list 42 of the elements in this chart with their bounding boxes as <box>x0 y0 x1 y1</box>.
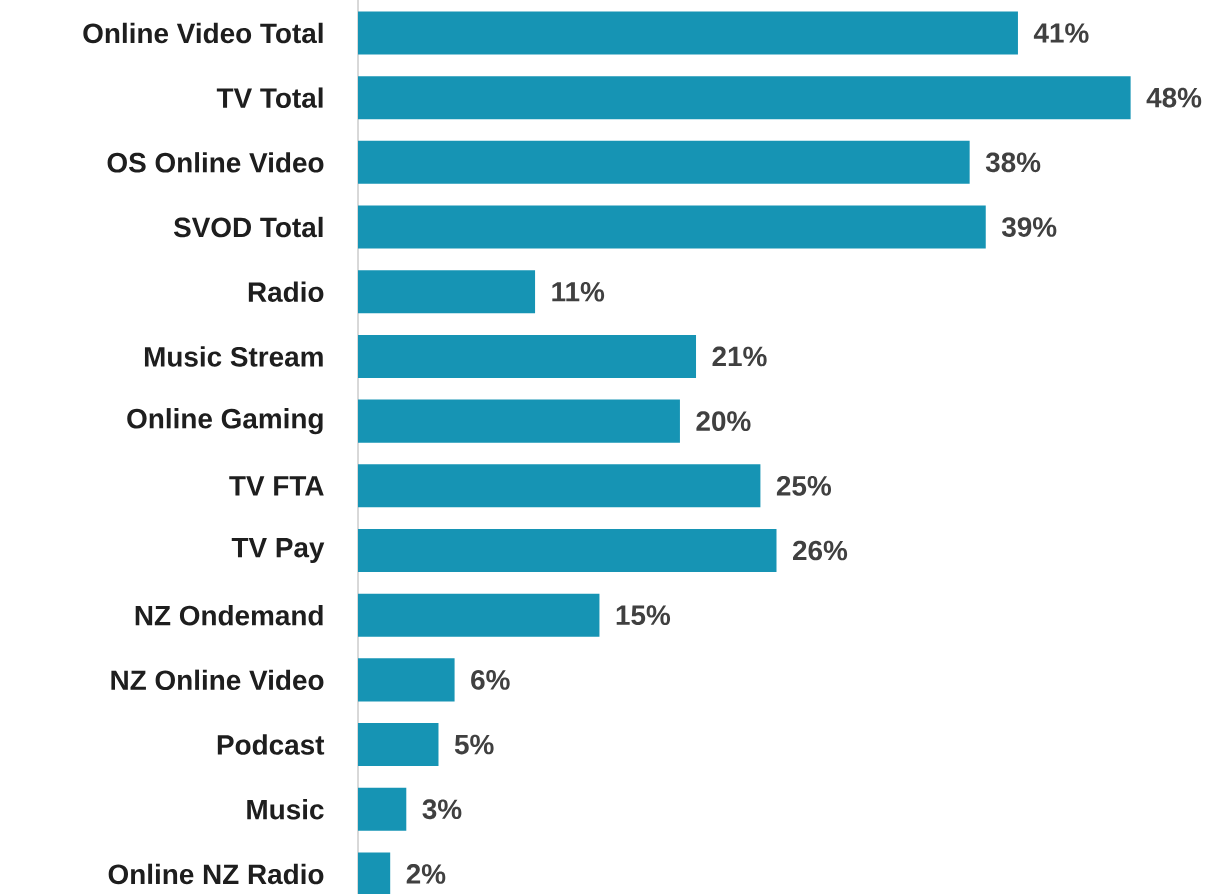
bar <box>358 723 439 767</box>
data-label: 11% <box>552 281 605 302</box>
data-label: 48% <box>1146 87 1202 108</box>
data-label: 41% <box>1033 23 1089 43</box>
data-label: 39% <box>1001 217 1057 237</box>
bar <box>358 140 970 184</box>
data-label: 26% <box>792 540 848 561</box>
data-label: 20% <box>696 411 751 431</box>
data-label: 21% <box>712 346 767 367</box>
y-tick-label: Online Video Total <box>83 22 323 44</box>
y-tick-label: NZ Ondemand <box>135 604 323 626</box>
data-label: 38% <box>985 152 1041 173</box>
bar <box>358 270 536 314</box>
y-tick-label: TV FTA <box>229 476 324 496</box>
bar <box>358 658 455 702</box>
bar <box>358 593 600 637</box>
data-label: 2% <box>406 864 446 884</box>
y-tick-label: OS Online Video <box>107 152 324 173</box>
data-label: 5% <box>454 734 494 755</box>
y-tick-label: Music Stream <box>144 346 323 367</box>
y-tick-label: Podcast <box>217 734 325 755</box>
bar <box>358 334 697 378</box>
bar <box>358 205 986 249</box>
bar <box>358 528 777 572</box>
data-label: 3% <box>422 799 462 820</box>
bar <box>358 11 1018 55</box>
y-tick-label: Radio <box>248 281 324 302</box>
y-tick-label: Online Gaming <box>127 408 323 435</box>
y-tick-label: TV Total <box>216 87 323 108</box>
data-label: 25% <box>776 475 832 496</box>
bar <box>358 787 407 831</box>
y-tick-label: TV Pay <box>231 538 325 563</box>
data-label: 6% <box>471 670 510 690</box>
y-tick-label: NZ Online Video <box>111 669 324 691</box>
data-label: 15% <box>616 605 671 626</box>
y-tick-label: SVOD Total <box>173 216 323 238</box>
y-tick-label: Online NZ Radio <box>108 863 324 885</box>
y-tick-label: Music <box>247 799 324 820</box>
bar <box>358 852 391 894</box>
bar <box>358 399 680 443</box>
bar <box>358 464 761 508</box>
bar <box>358 76 1131 120</box>
